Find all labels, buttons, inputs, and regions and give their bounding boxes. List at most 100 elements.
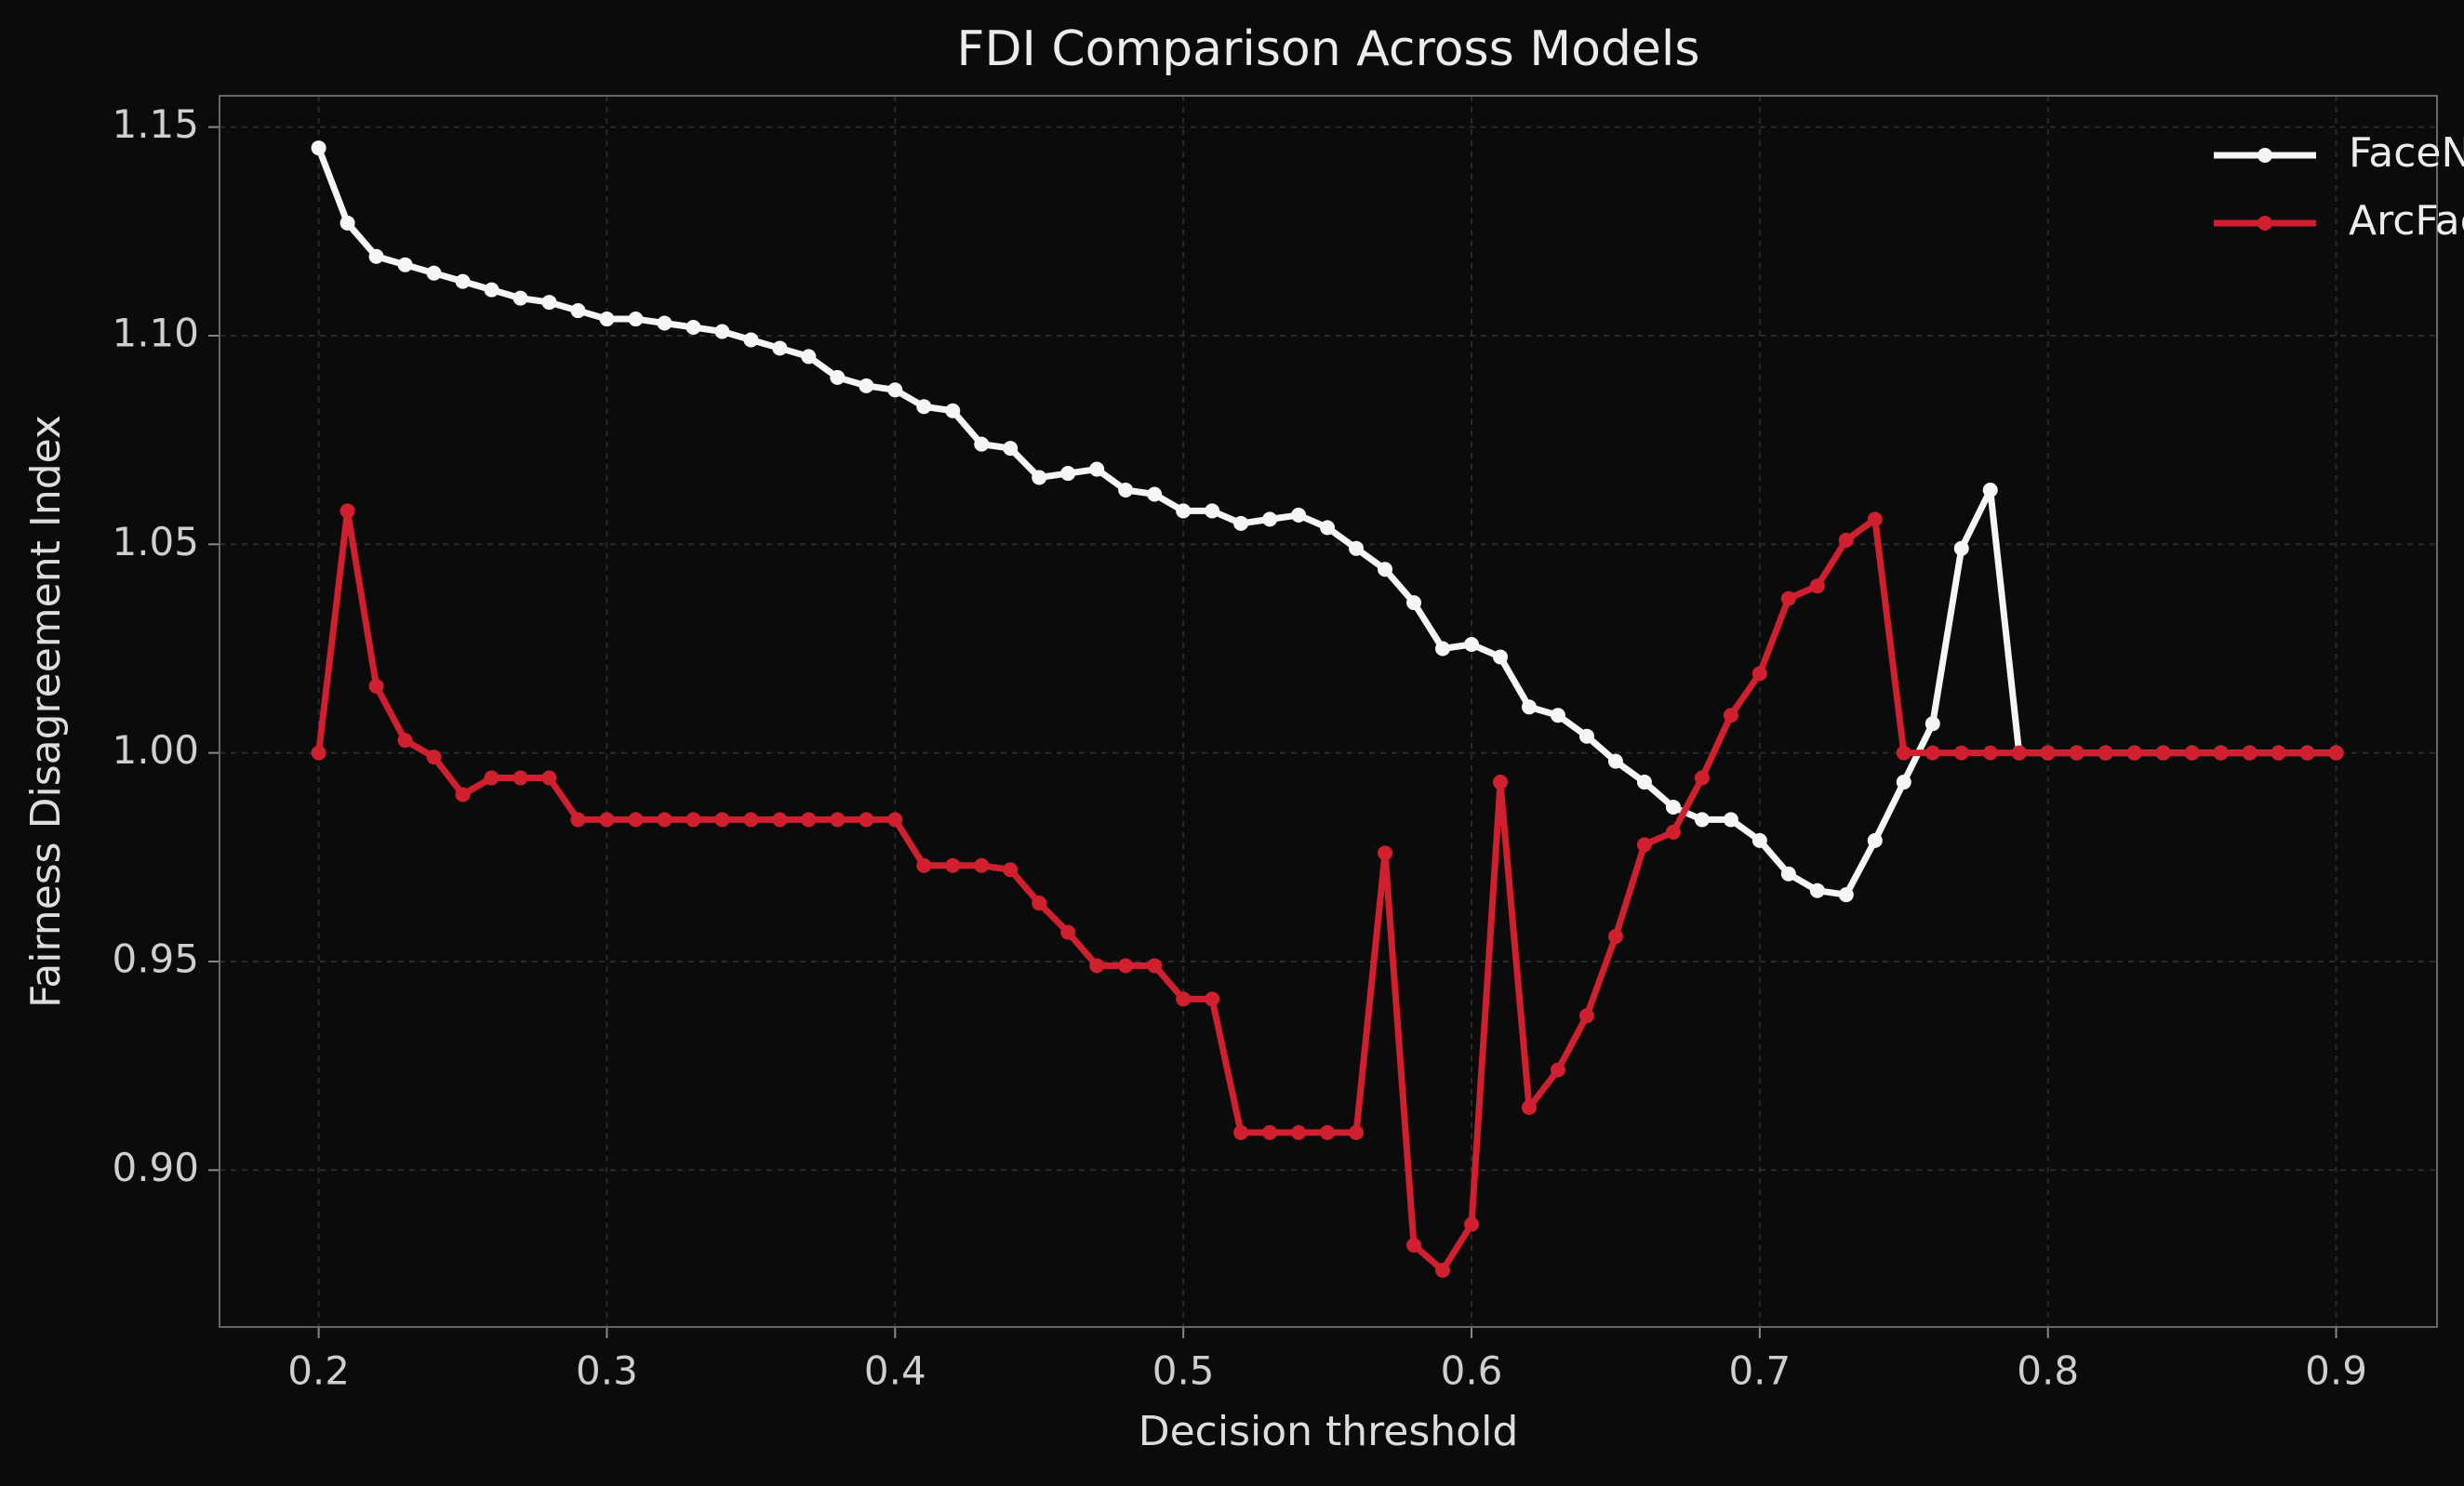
point [830,812,846,828]
y-tick-label: 1.10 [112,310,199,355]
point [1723,812,1738,828]
point [2328,745,2344,761]
point [887,812,903,828]
point [513,770,528,786]
plot-frame [219,95,2438,1328]
point [1291,507,1307,523]
point [570,812,586,828]
point [1406,1238,1422,1254]
legend-marker [2258,216,2272,231]
point [1118,958,1134,974]
point [1262,1124,1278,1140]
point [1463,636,1479,652]
point [397,733,413,749]
point [1925,745,1940,761]
point [1665,824,1681,840]
point [599,312,615,327]
point [1320,520,1336,536]
point [1694,812,1710,828]
point [1550,708,1565,723]
point [513,290,528,306]
point [1636,837,1652,853]
point [599,812,615,828]
point [1003,441,1019,457]
x-axis-label: Decision threshold [1139,1408,1519,1455]
point [1147,958,1163,974]
point [628,312,644,327]
point [1838,532,1854,548]
point [1809,882,1825,898]
point [1205,991,1220,1007]
point [945,857,961,873]
point [570,303,586,319]
y-tick-label: 1.15 [112,101,199,147]
x-tick-label: 0.6 [1441,1348,1503,1394]
x-tick-label: 0.5 [1152,1348,1215,1394]
point [1636,775,1652,790]
point [714,324,730,339]
point [1953,540,1969,556]
point [1780,866,1796,882]
point [859,812,874,828]
point [686,320,701,336]
y-axis-label: Fairness Disagreement Index [22,415,70,1008]
point [1492,775,1508,790]
point [2155,745,2171,761]
point [916,857,932,873]
point [1521,699,1537,715]
point [1406,595,1422,611]
point [541,770,557,786]
point [1838,887,1854,903]
x-tick-label: 0.2 [287,1348,350,1394]
point [397,257,413,272]
y-tick-label: 1.05 [112,519,199,564]
point [1521,1100,1537,1116]
point [1723,708,1738,723]
point [1982,745,1998,761]
point [1060,466,1076,482]
point [1089,461,1105,477]
point [657,315,673,331]
point [686,812,701,828]
point [859,378,874,393]
point [743,332,759,348]
point [1032,896,1047,911]
point [1262,511,1278,527]
point [2040,745,2056,761]
point [1233,1124,1249,1140]
point [1233,515,1249,531]
point [311,745,326,761]
point [1780,590,1796,606]
x-tick-label: 0.7 [1728,1348,1791,1394]
point [1896,775,1911,790]
point [1665,799,1681,815]
point [1607,753,1623,769]
point [1694,770,1710,786]
point [1809,578,1825,594]
point [1896,745,1911,761]
point [628,812,644,828]
point [887,382,903,398]
point [657,812,673,828]
point [311,140,326,156]
point [1118,482,1134,498]
point [772,340,788,356]
chart-title: FDI Comparison Across Models [957,21,1700,77]
x-tick-label: 0.3 [576,1348,638,1394]
point [916,399,932,415]
x-tick-label: 0.8 [2017,1348,2079,1394]
point [368,248,384,264]
point [1378,562,1393,577]
y-tick-label: 0.95 [112,935,199,981]
point [455,273,471,289]
point [1550,1062,1565,1078]
point [426,265,442,281]
point [772,812,788,828]
point [1982,482,1998,498]
point [2011,745,2027,761]
point [1867,832,1883,848]
point [1060,924,1076,940]
point [1953,745,1969,761]
